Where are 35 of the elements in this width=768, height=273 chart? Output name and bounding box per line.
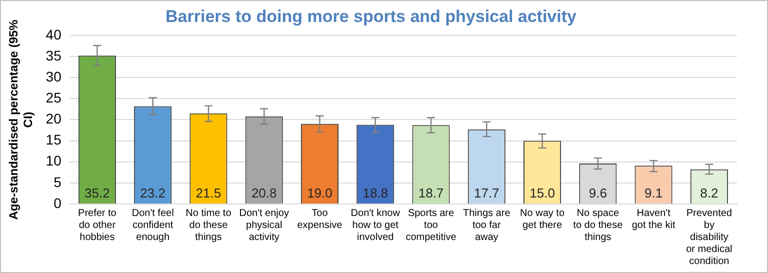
x-tick-label: Don't feel confident enough — [132, 208, 174, 243]
data-label: 20.8 — [251, 186, 277, 201]
y-tick-label: 40 — [46, 26, 62, 42]
x-tick-label: Haven't got the kit — [632, 208, 676, 231]
y-tick-label: 20 — [46, 110, 62, 127]
data-label: 18.7 — [418, 186, 444, 201]
y-tick-label: 5 — [54, 174, 62, 190]
x-tick-label: No way to get there — [520, 208, 565, 231]
y-axis-title: Age-standardised percentage (95% CI) — [6, 19, 35, 220]
x-tick-label: Too expensive — [297, 208, 343, 231]
data-label: 19.0 — [307, 186, 332, 201]
y-tick-label: 35 — [46, 47, 62, 64]
x-tick-label: Prevented by disability or medical condition — [686, 208, 732, 267]
data-label: 9.1 — [644, 186, 663, 201]
y-tick-label: 25 — [46, 89, 62, 106]
y-tick-label: 30 — [46, 68, 62, 84]
x-tick-label: No time to do these things — [186, 208, 232, 243]
x-tick-label: Things are too far away — [463, 208, 511, 243]
data-label: 35.2 — [84, 186, 110, 201]
data-label: 9.6 — [588, 186, 607, 201]
y-tick-label: 0 — [54, 194, 62, 211]
chart-title: Barriers to doing more sports and physical activity — [166, 6, 578, 26]
x-tick-label: Don't enjoy physical activity — [239, 208, 289, 243]
data-label: 15.0 — [530, 186, 555, 201]
y-tick-label: 15 — [46, 132, 62, 148]
data-label: 23.2 — [140, 186, 166, 201]
y-tick-label: 10 — [46, 152, 62, 169]
data-label: 21.5 — [196, 186, 222, 201]
x-tick-label: Sports are too competitive — [406, 208, 457, 243]
x-tick-label: No space to do these things — [573, 208, 624, 243]
data-label: 18.8 — [362, 186, 388, 201]
x-tick-label: Prefer to do other hobbies — [78, 208, 117, 243]
x-tick-label: Don't know how to get involved — [350, 208, 401, 243]
data-label: 17.7 — [474, 186, 500, 201]
data-label: 8.2 — [700, 186, 718, 201]
